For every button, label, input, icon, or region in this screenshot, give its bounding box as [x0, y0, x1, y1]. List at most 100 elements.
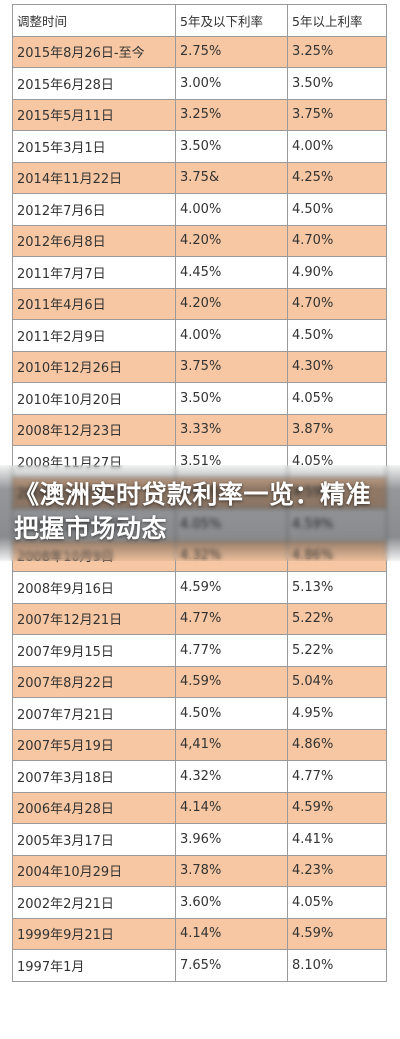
table-row: 2011年2月9日 4.00% 4.50%: [12, 319, 387, 352]
table-header-row: 调整时间 5年及以下利率 5年以上利率: [12, 4, 387, 37]
cell-adjust-date: 2007年3月18日: [12, 760, 176, 793]
cell-rate-5y-or-less: 3.50%: [175, 382, 288, 415]
table-row: 2007年8月22日 4.59% 5.04%: [12, 665, 387, 698]
cell-adjust-date: 1999年9月21日: [12, 917, 176, 950]
cell-adjust-date: 2015年5月11日: [12, 98, 176, 131]
table-row: 2015年3月1日 3.50% 4.00%: [12, 130, 387, 163]
cell-adjust-date: 2015年3月1日: [12, 130, 176, 163]
table-row: 2007年12月21日 4.77% 5.22%: [12, 602, 387, 635]
table-row: 2011年7月7日 4.45% 4.90%: [12, 256, 387, 289]
cell-rate-5y-or-less: 4.20%: [175, 224, 288, 257]
table-row: 1999年9月21日 4.14% 4.59%: [12, 917, 387, 950]
cell-adjust-date: 2007年5月19日: [12, 728, 176, 761]
cell-adjust-date: 2007年8月22日: [12, 665, 176, 698]
cell-rate-over-5y: 5.04%: [287, 665, 387, 698]
table-row: 2007年9月15日 4.77% 5.22%: [12, 634, 387, 667]
cell-rate-5y-or-less: 4.77%: [175, 602, 288, 635]
header-rate-over-5y: 5年以上利率: [287, 4, 387, 37]
cell-rate-5y-or-less: 4.45%: [175, 256, 288, 289]
cell-rate-5y-or-less: 7.65%: [175, 949, 288, 982]
cell-rate-5y-or-less: 4.14%: [175, 917, 288, 950]
table-row: 2007年3月18日 4.32% 4.77%: [12, 760, 387, 793]
cell-adjust-date: 2007年12月21日: [12, 602, 176, 635]
table-row: 2007年5月19日 4,41% 4.86%: [12, 728, 387, 761]
cell-adjust-date: 2008年9月16日: [12, 571, 176, 604]
cell-rate-5y-or-less: 4.59%: [175, 665, 288, 698]
cell-rate-5y-or-less: 2.75%: [175, 35, 288, 68]
table-row: 2010年12月26日 3.75% 4.30%: [12, 350, 387, 383]
cell-rate-over-5y: 4.41%: [287, 823, 387, 856]
cell-rate-over-5y: 4.05%: [287, 382, 387, 415]
table-row: 2002年2月21日 3.60% 4.05%: [12, 886, 387, 919]
cell-adjust-date: 2004年10月29日: [12, 854, 176, 887]
cell-rate-over-5y: 4.50%: [287, 193, 387, 226]
cell-adjust-date: 2011年7月7日: [12, 256, 176, 289]
cell-rate-5y-or-less: 3.33%: [175, 413, 288, 446]
cell-rate-over-5y: 3.87%: [287, 413, 387, 446]
cell-rate-over-5y: 4.86%: [287, 728, 387, 761]
table-row: 1997年1月 7.65% 8.10%: [12, 949, 387, 982]
cell-adjust-date: 2008年12月23日: [12, 413, 176, 446]
cell-rate-over-5y: 3.25%: [287, 35, 387, 68]
cell-adjust-date: 2002年2月21日: [12, 886, 176, 919]
cell-rate-5y-or-less: 4.00%: [175, 319, 288, 352]
cell-rate-5y-or-less: 3.78%: [175, 854, 288, 887]
cell-adjust-date: 2006年4月28日: [12, 791, 176, 824]
cell-rate-5y-or-less: 4.59%: [175, 571, 288, 604]
cell-rate-over-5y: 4.70%: [287, 224, 387, 257]
cell-rate-5y-or-less: 3.50%: [175, 130, 288, 163]
cell-rate-5y-or-less: 4.32%: [175, 760, 288, 793]
cell-rate-5y-or-less: 4.20%: [175, 287, 288, 320]
cell-adjust-date: 2010年10月20日: [12, 382, 176, 415]
cell-adjust-date: 2012年7月6日: [12, 193, 176, 226]
cell-rate-5y-or-less: 4.14%: [175, 791, 288, 824]
cell-rate-over-5y: 4.70%: [287, 287, 387, 320]
cell-rate-over-5y: 5.22%: [287, 634, 387, 667]
cell-rate-over-5y: 4.50%: [287, 319, 387, 352]
cell-adjust-date: 2014年11月22日: [12, 161, 176, 194]
table-row: 2012年7月6日 4.00% 4.50%: [12, 193, 387, 226]
cell-adjust-date: 2007年9月15日: [12, 634, 176, 667]
cell-rate-over-5y: 4.90%: [287, 256, 387, 289]
table-row: 2011年4月6日 4.20% 4.70%: [12, 287, 387, 320]
cell-rate-over-5y: 4.25%: [287, 161, 387, 194]
cell-adjust-date: 2005年3月17日: [12, 823, 176, 856]
cell-adjust-date: 2015年8月26日-至今: [12, 35, 176, 68]
cell-rate-over-5y: 4.00%: [287, 130, 387, 163]
cell-rate-5y-or-less: 3.75%: [175, 350, 288, 383]
table-row: 2004年10月29日 3.78% 4.23%: [12, 854, 387, 887]
cell-rate-5y-or-less: 4.77%: [175, 634, 288, 667]
cell-adjust-date: 2011年4月6日: [12, 287, 176, 320]
interest-rate-table: 调整时间 5年及以下利率 5年以上利率 2015年8月26日-至今 2.75% 3.…: [12, 4, 387, 982]
cell-adjust-date: 2011年2月9日: [12, 319, 176, 352]
headline-overlay: [0, 465, 400, 561]
cell-adjust-date: 2015年6月28日: [12, 67, 176, 100]
cell-adjust-date: 2007年7月21日: [12, 697, 176, 730]
cell-rate-5y-or-less: 4.50%: [175, 697, 288, 730]
cell-rate-over-5y: 4.95%: [287, 697, 387, 730]
header-adjust-date: 调整时间: [12, 4, 176, 37]
cell-rate-over-5y: 4.05%: [287, 886, 387, 919]
table-row: 2007年7月21日 4.50% 4.95%: [12, 697, 387, 730]
table-row: 2014年11月22日 3.75& 4.25%: [12, 161, 387, 194]
cell-rate-over-5y: 3.75%: [287, 98, 387, 131]
table-row: 2005年3月17日 3.96% 4.41%: [12, 823, 387, 856]
table-row: 2008年9月16日 4.59% 5.13%: [12, 571, 387, 604]
table-row: 2015年5月11日 3.25% 3.75%: [12, 98, 387, 131]
cell-rate-over-5y: 4.77%: [287, 760, 387, 793]
cell-rate-over-5y: 4.30%: [287, 350, 387, 383]
cell-rate-5y-or-less: 3.75&: [175, 161, 288, 194]
cell-rate-5y-or-less: 3.60%: [175, 886, 288, 919]
cell-adjust-date: 1997年1月: [12, 949, 176, 982]
cell-rate-5y-or-less: 3.25%: [175, 98, 288, 131]
cell-adjust-date: 2012年6月8日: [12, 224, 176, 257]
cell-adjust-date: 2010年12月26日: [12, 350, 176, 383]
cell-rate-over-5y: 3.50%: [287, 67, 387, 100]
table-row: 2010年10月20日 3.50% 4.05%: [12, 382, 387, 415]
cell-rate-over-5y: 5.13%: [287, 571, 387, 604]
table-row: 2006年4月28日 4.14% 4.59%: [12, 791, 387, 824]
cell-rate-over-5y: 8.10%: [287, 949, 387, 982]
cell-rate-over-5y: 4.59%: [287, 791, 387, 824]
header-rate-5y-or-less: 5年及以下利率: [175, 4, 288, 37]
table-row: 2012年6月8日 4.20% 4.70%: [12, 224, 387, 257]
